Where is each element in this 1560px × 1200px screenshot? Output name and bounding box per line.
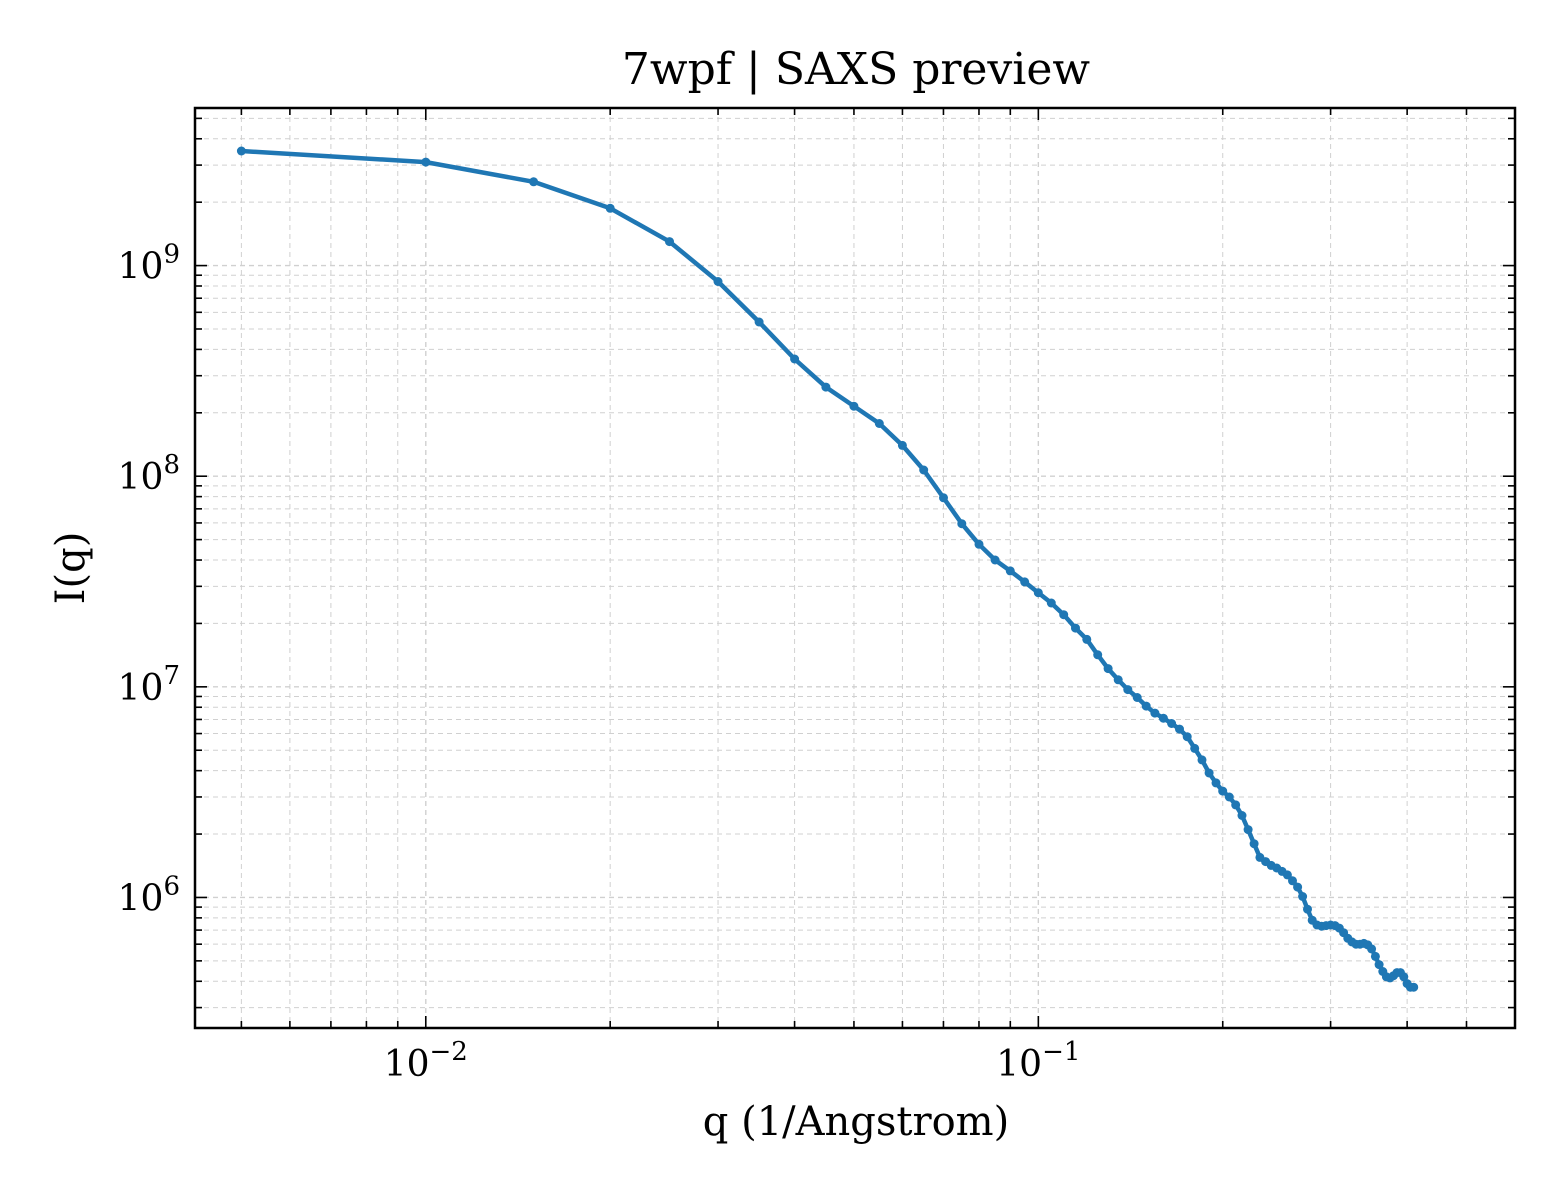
grid-lines bbox=[195, 108, 1515, 1028]
data-point bbox=[1020, 577, 1030, 587]
data-point bbox=[529, 177, 539, 187]
data-point bbox=[1293, 882, 1303, 892]
data-point bbox=[1059, 610, 1069, 620]
data-point bbox=[974, 539, 984, 549]
data-point bbox=[919, 465, 929, 475]
data-point bbox=[790, 354, 800, 364]
data-point bbox=[1288, 876, 1297, 886]
data-point bbox=[897, 440, 907, 450]
data-point bbox=[1367, 944, 1377, 954]
data-point bbox=[605, 203, 615, 213]
data-point bbox=[1399, 972, 1409, 982]
data-point bbox=[236, 146, 246, 156]
data-point bbox=[1197, 755, 1207, 765]
y-axis-label: I(q) bbox=[48, 532, 94, 605]
data-point bbox=[1224, 792, 1234, 802]
x-tick-label: 10−2 bbox=[384, 1037, 468, 1085]
data-point bbox=[1231, 800, 1241, 810]
data-point bbox=[1150, 708, 1160, 718]
data-point bbox=[1082, 634, 1092, 644]
chart-title: 7wpf | SAXS preview bbox=[622, 44, 1090, 95]
data-point bbox=[1249, 839, 1259, 849]
data-point bbox=[1211, 778, 1221, 788]
data-point bbox=[1046, 598, 1056, 608]
data-point bbox=[1033, 588, 1043, 598]
data-point bbox=[1167, 719, 1177, 728]
data-point bbox=[1113, 675, 1123, 685]
y-tick-label: 106 bbox=[118, 871, 180, 919]
data-point bbox=[1093, 650, 1103, 660]
data-point bbox=[874, 419, 884, 428]
x-axis-label: q (1/Angstrom) bbox=[703, 1099, 1009, 1145]
y-tick-label: 109 bbox=[118, 240, 180, 288]
data-point bbox=[421, 157, 431, 167]
data-point bbox=[957, 519, 967, 529]
y-tick-labels: 106 107 108 109 bbox=[118, 240, 180, 920]
data-point bbox=[939, 493, 948, 503]
data-point bbox=[1071, 623, 1080, 633]
data-point bbox=[1374, 960, 1384, 970]
data-point bbox=[1237, 811, 1247, 820]
data-point bbox=[1132, 693, 1142, 702]
data-point bbox=[1158, 713, 1168, 723]
x-tick-labels: 10−2 10−1 bbox=[384, 1037, 1081, 1085]
data-point bbox=[1303, 904, 1312, 914]
data-point bbox=[1123, 685, 1133, 695]
data-point bbox=[1141, 701, 1151, 711]
data-point bbox=[990, 555, 1000, 565]
data-point bbox=[821, 382, 831, 392]
series-layer bbox=[236, 146, 1419, 992]
data-point bbox=[1243, 825, 1253, 835]
y-tick-label: 108 bbox=[118, 450, 180, 498]
data-point bbox=[1204, 768, 1214, 778]
y-tick-label: 107 bbox=[118, 661, 180, 709]
data-point bbox=[1282, 870, 1292, 880]
data-point bbox=[1218, 786, 1228, 796]
data-point bbox=[1190, 743, 1200, 753]
data-point bbox=[849, 401, 859, 411]
data-point bbox=[1175, 724, 1184, 734]
data-point bbox=[1370, 951, 1380, 961]
data-point bbox=[1182, 732, 1192, 742]
data-point bbox=[665, 237, 674, 247]
data-point bbox=[1298, 892, 1308, 901]
data-point bbox=[1005, 566, 1015, 576]
x-tick-label: 10−1 bbox=[996, 1037, 1080, 1085]
data-point bbox=[713, 277, 723, 286]
data-point bbox=[1409, 982, 1419, 992]
data-point bbox=[1103, 664, 1113, 674]
plot-frame bbox=[193, 106, 1517, 1030]
data-point bbox=[754, 317, 764, 327]
